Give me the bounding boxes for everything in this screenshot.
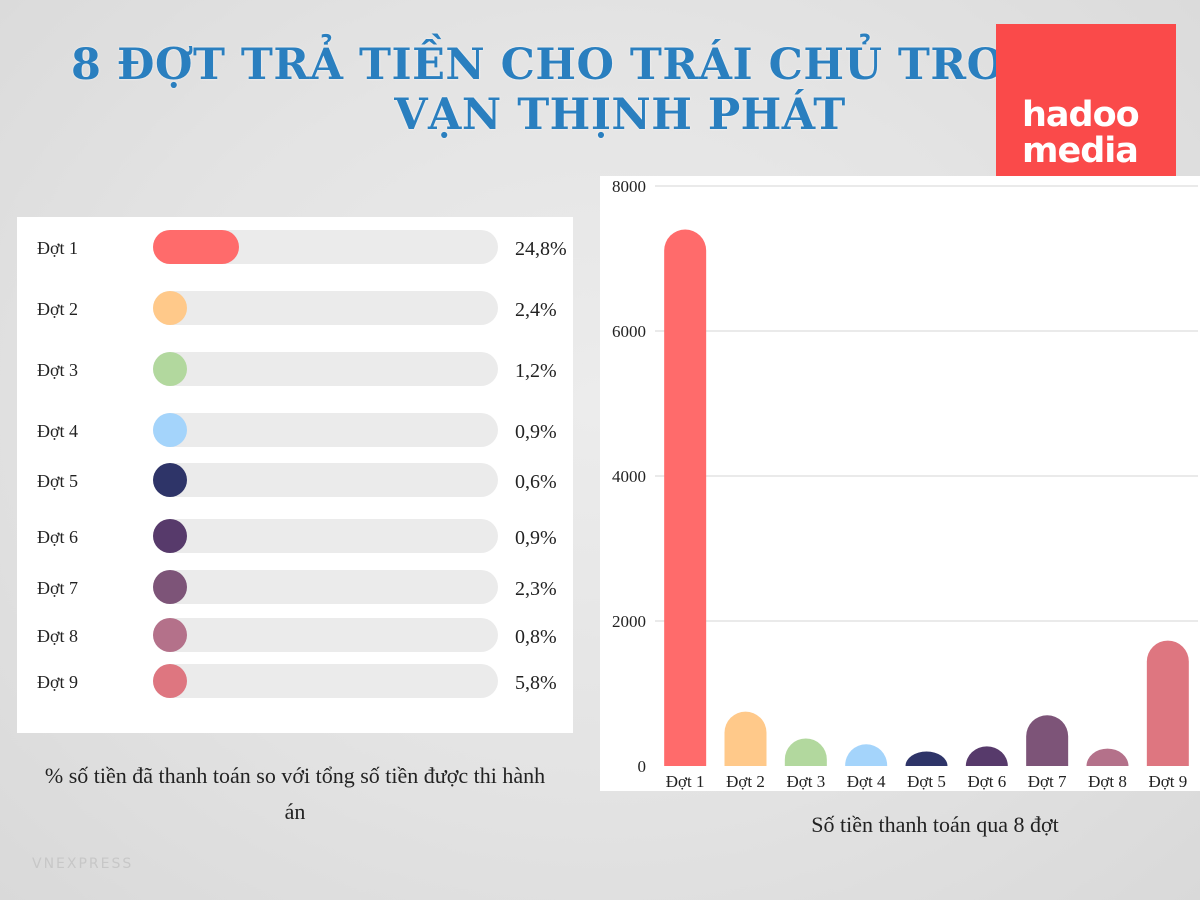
x-category-label: Đợt 6: [967, 772, 1006, 791]
y-tick-label: 0: [638, 757, 647, 776]
percent-label: 1,2%: [515, 360, 557, 382]
column-bar: [1086, 748, 1129, 766]
bar-track: [153, 570, 498, 604]
bar-track: [153, 519, 498, 553]
category-label: Đợt 6: [37, 527, 79, 547]
category-label: Đợt 1: [37, 238, 79, 258]
percent-label: 0,9%: [515, 527, 557, 549]
bar-row: Đợt 3 1,2%: [17, 352, 573, 388]
column-bar: [664, 229, 707, 766]
bar-fill: [153, 291, 187, 325]
bar-track: [153, 413, 498, 447]
bar-fill: [153, 519, 187, 553]
category-label: Đợt 9: [37, 672, 79, 692]
bar-track: [153, 664, 498, 698]
amount-chart-caption: Số tiền thanh toán qua 8 đợt: [811, 812, 1059, 837]
column-bar: [724, 711, 767, 766]
hadoo-media-logo: hadoo media: [996, 24, 1176, 204]
column-bar: [845, 744, 888, 766]
percent-label: 24,8%: [515, 238, 567, 260]
bar-row: Đợt 4 0,9%: [17, 413, 573, 449]
bar-fill: [153, 352, 187, 386]
percent-chart-caption: % số tiền đã thanh toán so với tổng số t…: [44, 763, 546, 824]
bar-row: Đợt 9 5,8%: [17, 664, 573, 700]
percent-label: 5,8%: [515, 672, 557, 694]
bar-fill: [153, 413, 187, 447]
percent-label: 2,3%: [515, 578, 557, 600]
x-category-label: Đợt 5: [907, 772, 946, 791]
category-label: Đợt 5: [37, 471, 79, 491]
chart-title-line2: VẠN THỊNH PHÁT: [394, 90, 846, 140]
vnexpress-watermark: VNEXPRESS: [32, 856, 134, 872]
chart-title: 8 ĐỢT TRẢ TIỀN CHO TRÁI CHỦ TRONG VỤ VẠN…: [0, 40, 1200, 140]
category-label: Đợt 8: [37, 626, 79, 646]
x-category-label: Đợt 3: [786, 772, 825, 791]
bar-fill: [153, 570, 187, 604]
bar-row: Đợt 6 0,9%: [17, 519, 573, 555]
bar-track: [153, 352, 498, 386]
percent-label: 0,8%: [515, 626, 557, 648]
x-category-label: Đợt 8: [1088, 772, 1127, 791]
bar-track: [153, 618, 498, 652]
bar-fill: [153, 664, 187, 698]
y-tick-label: 2000: [612, 612, 646, 631]
bar-row: Đợt 7 2,3%: [17, 570, 573, 606]
column-bar: [1026, 715, 1069, 766]
percent-label: 0,9%: [515, 421, 557, 443]
column-bar: [1146, 640, 1189, 766]
bar-fill: [153, 463, 187, 497]
chart-title-line1: 8 ĐỢT TRẢ TIỀN CHO TRÁI CHỦ TRONG VỤ: [71, 40, 1169, 90]
category-label: Đợt 4: [37, 421, 79, 441]
category-label: Đợt 7: [37, 578, 79, 598]
x-category-label: Đợt 7: [1028, 772, 1067, 791]
bar-fill: [153, 230, 239, 264]
bar-track: [153, 291, 498, 325]
bar-row: Đợt 1 24,8%: [17, 230, 573, 266]
percent-label: 0,6%: [515, 471, 557, 493]
percent-label: 2,4%: [515, 299, 557, 321]
percent-bar-chart: Đợt 1 24,8% Đợt 2 2,4% Đợt 3 1,2% Đợt 4 0,9% Đợt…: [17, 217, 573, 733]
x-category-label: Đợt 1: [666, 772, 705, 791]
logo-text-line2: media: [1022, 131, 1139, 171]
y-tick-label: 4000: [612, 467, 646, 486]
x-category-label: Đợt 2: [726, 772, 765, 791]
x-category-label: Đợt 9: [1148, 772, 1187, 791]
logo-text-line1: hadoo: [1022, 95, 1140, 135]
x-category-label: Đợt 4: [847, 772, 886, 791]
bar-row: Đợt 2 2,4%: [17, 291, 573, 327]
bar-row: Đợt 5 0,6%: [17, 463, 573, 499]
amount-column-chart: 0 2000 4000 6000 8000 Đợt 1 Đợt 2 Đợt 3 Đợt 4 Đợt…: [600, 176, 1200, 791]
bar-row: Đợt 8 0,8%: [17, 618, 573, 654]
y-tick-label: 8000: [612, 177, 646, 196]
category-label: Đợt 2: [37, 299, 79, 319]
bar-fill: [153, 618, 187, 652]
column-bar: [905, 751, 948, 766]
category-label: Đợt 3: [37, 360, 79, 380]
column-bar: [784, 738, 827, 766]
bar-track: [153, 463, 498, 497]
y-tick-label: 6000: [612, 322, 646, 341]
column-bar: [965, 746, 1008, 766]
amount-chart-svg: 0 2000 4000 6000 8000 Đợt 1 Đợt 2 Đợt 3 Đợt 4 Đợt…: [612, 177, 1198, 791]
